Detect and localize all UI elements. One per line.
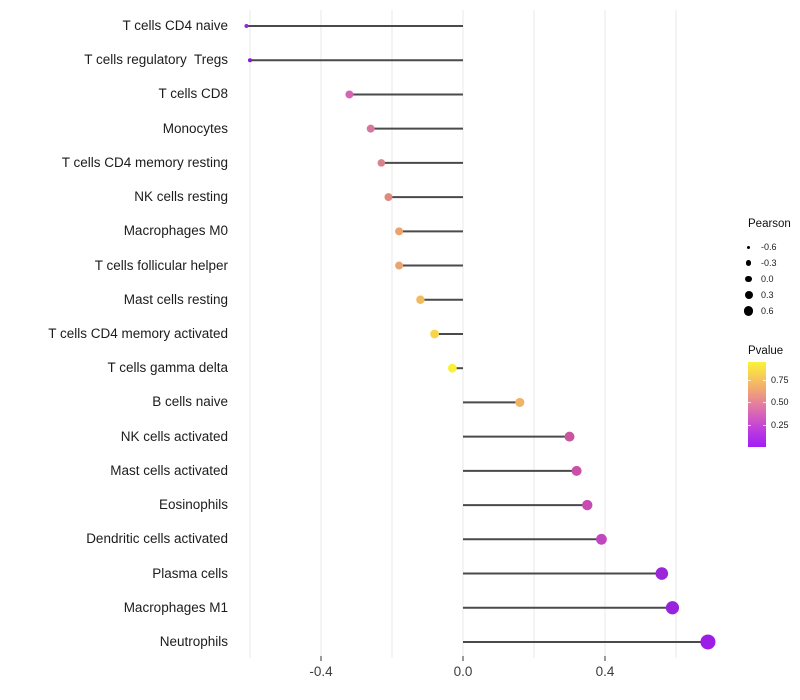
- x-axis-tick-label: -0.4: [309, 664, 333, 679]
- legend-size-dot: [745, 275, 752, 283]
- legend-size-label: -0.3: [761, 258, 777, 268]
- legend-size-dot-icon: [740, 239, 757, 255]
- legend-size-label: 0.3: [761, 290, 774, 300]
- y-axis-label: NK cells activated: [120, 428, 228, 444]
- lollipop-dot: [416, 295, 425, 304]
- pvalue-colorbar: [748, 362, 766, 447]
- lollipop-dot: [430, 329, 439, 339]
- legend-pearson-title: Pearson: [748, 218, 791, 230]
- legend-size-dot: [747, 245, 750, 249]
- lollipop-dot: [571, 465, 582, 476]
- legend-size-dot-icon: [740, 287, 757, 303]
- y-axis-label: NK cells resting: [134, 189, 228, 205]
- y-axis-label: Dendritic cells activated: [86, 531, 228, 547]
- pvalue-label: 0.25: [771, 420, 789, 430]
- colorbar-tick: [763, 425, 766, 426]
- y-axis-label: T cells gamma delta: [107, 360, 228, 376]
- legend-pearson-item: -0.6: [740, 239, 800, 255]
- legend-size-dot: [744, 291, 753, 299]
- y-axis-label: T cells CD4 memory activated: [48, 325, 228, 341]
- legend-size-dot: [743, 306, 754, 316]
- y-axis-label: B cells naive: [152, 394, 228, 410]
- colorbar-tick: [748, 425, 751, 426]
- lollipop-dot: [384, 193, 393, 202]
- lollipop-dot: [366, 124, 375, 133]
- legend-size-dot-icon: [740, 271, 757, 287]
- lollipop-dot: [244, 24, 249, 28]
- lollipop-dot: [655, 567, 669, 580]
- lollipop-dot: [345, 90, 354, 99]
- lollipop-dot: [665, 601, 680, 615]
- legend-pearson-item: -0.3: [740, 255, 800, 271]
- legend-size-dot: [745, 260, 752, 266]
- lollipop-dot: [582, 499, 593, 511]
- x-axis-tick-label: 0.4: [595, 664, 615, 679]
- y-axis-label: Neutrophils: [159, 633, 228, 649]
- legend-pearson-item: 0.0: [740, 271, 800, 287]
- y-axis-label: Plasma cells: [152, 565, 228, 581]
- legend-pvalue: Pvalue 0.75 0.50 0.25: [740, 344, 800, 447]
- x-axis-tick-label: 0.0: [453, 664, 473, 679]
- y-axis-label: Macrophages M0: [123, 223, 228, 239]
- y-axis-label: T cells regulatory Tregs: [84, 52, 228, 68]
- legend-size-dot-icon: [740, 303, 757, 319]
- y-axis-label: T cells follicular helper: [94, 257, 228, 273]
- legend-pearson-item: 0.3: [740, 287, 800, 303]
- y-axis-label: T cells CD8: [158, 86, 228, 102]
- colorbar-tick: [748, 402, 751, 403]
- y-axis-label: T cells CD4 naive: [122, 18, 228, 33]
- pvalue-label: 0.75: [771, 375, 789, 385]
- legend-pearson-item: 0.6: [740, 303, 800, 319]
- colorbar-tick: [763, 402, 766, 403]
- y-axis-label: Mast cells resting: [123, 291, 228, 307]
- lollipop-dot: [515, 397, 525, 408]
- legend-size-label: 0.0: [761, 274, 774, 284]
- y-axis-label: Eosinophils: [158, 497, 228, 513]
- legend-pearson-items: -0.6 -0.3 0.0 0.3 0.6: [740, 239, 800, 319]
- y-axis-label: Mast cells activated: [110, 462, 228, 478]
- y-axis-label: Macrophages M1: [123, 599, 228, 615]
- lollipop-dot: [248, 58, 252, 63]
- legend-pvalue-title: Pvalue: [748, 345, 784, 357]
- lollipop-dot: [700, 634, 716, 650]
- lollipop-dot: [395, 261, 404, 270]
- colorbar-tick: [748, 380, 751, 381]
- y-axis-label: T cells CD4 memory resting: [61, 154, 228, 170]
- y-axis-label: Monocytes: [162, 120, 228, 136]
- lollipop-dot: [564, 431, 575, 442]
- pvalue-label: 0.50: [771, 397, 789, 407]
- lollipop-dot: [395, 227, 404, 236]
- legend-pearson: Pearson -0.6 -0.3 0.0 0.3 0.6: [740, 217, 800, 319]
- lollipop-dot: [447, 363, 457, 373]
- legend-size-dot-icon: [740, 255, 757, 271]
- colorbar-tick: [763, 380, 766, 381]
- lollipop-dot: [596, 533, 607, 545]
- lollipop-dot: [377, 159, 386, 167]
- legend-size-label: 0.6: [761, 306, 774, 316]
- legend-size-label: -0.6: [761, 242, 777, 252]
